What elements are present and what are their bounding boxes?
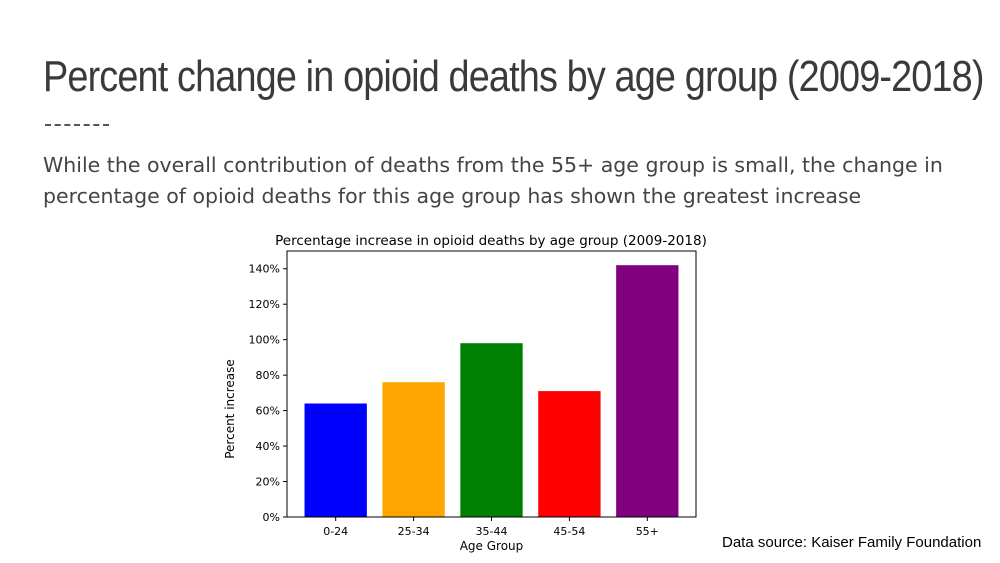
x-tick-label: 55+	[636, 525, 659, 538]
y-tick-label: 140%	[249, 263, 280, 276]
bars-group	[304, 265, 679, 517]
y-axis: 0% 20% 40% 60% 80% 100% 120% 140%	[249, 263, 287, 524]
x-axis-label: Age Group	[460, 539, 524, 553]
y-tick-label: 40%	[256, 440, 280, 453]
x-axis: 0-24 25-34 35-44 45-54 55+	[323, 517, 659, 538]
y-tick-label: 100%	[249, 334, 280, 347]
bar-0-24	[304, 403, 367, 517]
x-tick-label: 45-54	[553, 525, 585, 538]
slide-subtitle: While the overall contribution of deaths…	[43, 153, 943, 208]
bar-55+	[616, 265, 679, 517]
x-tick-label: 25-34	[398, 525, 430, 538]
y-tick-label: 80%	[256, 369, 280, 382]
chart-svg: Percentage increase in opioid deaths by …	[223, 233, 707, 553]
y-tick-label: 20%	[256, 476, 280, 489]
title-divider	[45, 124, 109, 126]
slide-title: Percent change in opioid deaths by age g…	[43, 52, 984, 101]
y-tick-label: 120%	[249, 298, 280, 311]
x-tick-label: 35-44	[476, 525, 508, 538]
plot-frame	[286, 250, 697, 518]
chart-title: Percentage increase in opioid deaths by …	[275, 233, 707, 249]
data-source-note: Data source: Kaiser Family Foundation	[722, 534, 982, 551]
x-tick-label: 0-24	[323, 525, 348, 538]
bar-35-44	[460, 343, 523, 517]
y-axis-label: Percent increase	[223, 359, 237, 459]
y-tick-label: 0%	[263, 511, 280, 524]
bar-chart: Percentage increase in opioid deaths by …	[215, 225, 715, 560]
y-tick-label: 60%	[256, 405, 280, 418]
bar-25-34	[382, 382, 445, 517]
bar-45-54	[538, 391, 601, 517]
